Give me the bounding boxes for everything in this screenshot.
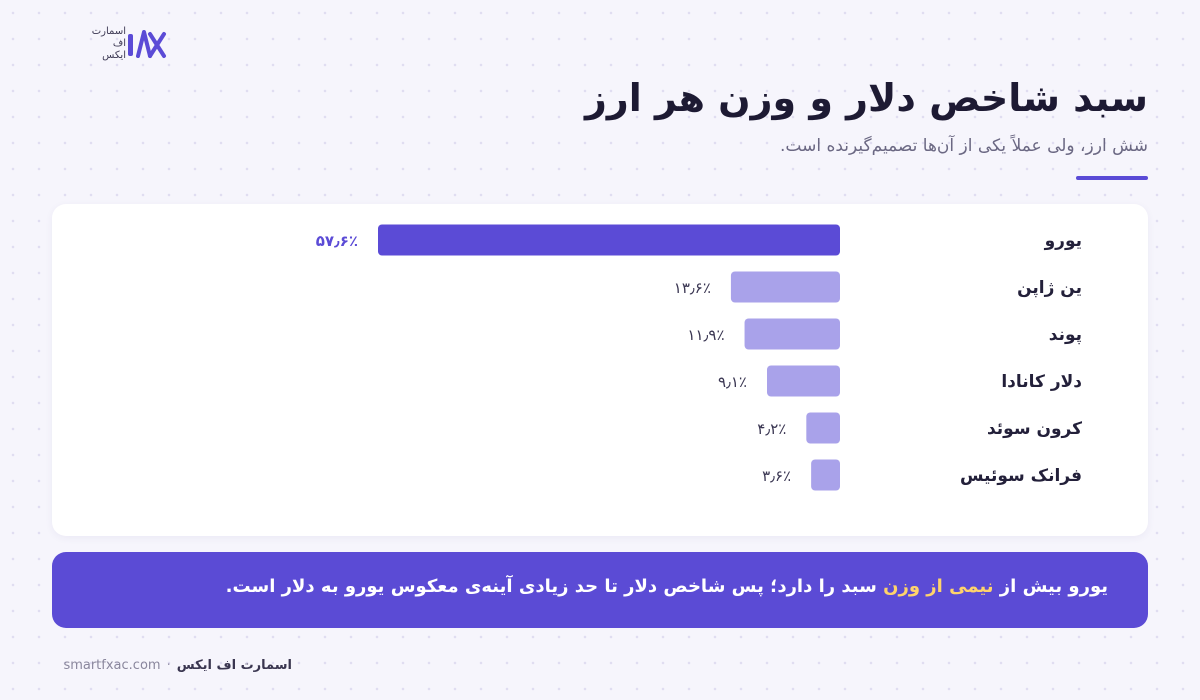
bar-value-label: ۵۷٫۶٪: [316, 232, 358, 250]
bar-value-label: ۱۳٫۶٪: [674, 279, 711, 297]
page-title: سبد شاخص دلار و وزن هر ارز: [584, 76, 1148, 120]
bar-category-label: ین ژاپن: [1017, 278, 1082, 298]
bar-value-label: ۳٫۶٪: [762, 467, 791, 485]
bar-row: فرانک سوئیس ۳٫۶٪: [762, 459, 1082, 491]
bar-row: کرون سوئد ۴٫۲٪: [757, 412, 1082, 444]
bar-row: دلار کانادا ۹٫۱٪: [718, 365, 1082, 397]
bar-row: ین ژاپن ۱۳٫۶٪: [674, 271, 1082, 303]
bar: [744, 318, 840, 350]
bar-value-label: ۴٫۲٪: [757, 420, 786, 438]
brand-logo: اسمارت اف ایکس: [76, 22, 176, 68]
bar: [806, 412, 840, 444]
bar-row: پوند ۱۱٫۹٪: [687, 318, 1082, 350]
bar-category-label: پوند: [1049, 325, 1082, 345]
bar-row: یورو ۵۷٫۶٪: [316, 224, 1082, 256]
callout-text-after: سبد را دارد؛ پس شاخص دلار تا حد زیادی آی…: [225, 576, 877, 597]
bar-category-label: یورو: [1044, 231, 1082, 251]
logo-wordmark: اسمارت اف ایکس: [91, 26, 126, 61]
footer-site-link[interactable]: smartfxac.com: [63, 658, 161, 673]
callout-highlight: نیمی از وزن: [883, 576, 994, 597]
bar: [767, 365, 840, 397]
bar: [378, 224, 840, 256]
footer-brand: اسمارت اف ایکس: [176, 658, 292, 673]
bar-category-label: کرون سوئد: [987, 419, 1082, 439]
bar: [811, 459, 840, 491]
title-accent-line: [1076, 176, 1148, 180]
footer: اسمارت اف ایکس · smartfxac.com: [63, 658, 292, 673]
bar: [730, 271, 840, 303]
currency-weight-chart: یورو ۵۷٫۶٪ ین ژاپن ۱۳٫۶٪ پوند ۱۱٫۹٪ دلار کاناد…: [316, 224, 1082, 491]
callout-text-before: یورو بیش از: [999, 576, 1108, 597]
bar-category-label: فرانک سوئیس: [960, 466, 1082, 486]
bar-value-label: ۹٫۱٪: [718, 373, 747, 391]
callout-text: یورو بیش از نیمی از وزن سبد را دارد؛ پس …: [226, 576, 1108, 597]
logo-mark-icon: [128, 30, 166, 58]
bar-category-label: دلار کانادا: [1001, 372, 1082, 392]
bar-value-label: ۱۱٫۹٪: [687, 326, 724, 344]
insight-callout: یورو بیش از نیمی از وزن سبد را دارد؛ پس …: [52, 552, 1148, 628]
chart-card: یورو ۵۷٫۶٪ ین ژاپن ۱۳٫۶٪ پوند ۱۱٫۹٪ دلار کاناد…: [52, 204, 1148, 536]
footer-separator: ·: [166, 658, 171, 673]
page-subtitle: شش ارز، ولی عملاً یکی از آن‌ها تصمیم‌گیر…: [780, 136, 1148, 156]
